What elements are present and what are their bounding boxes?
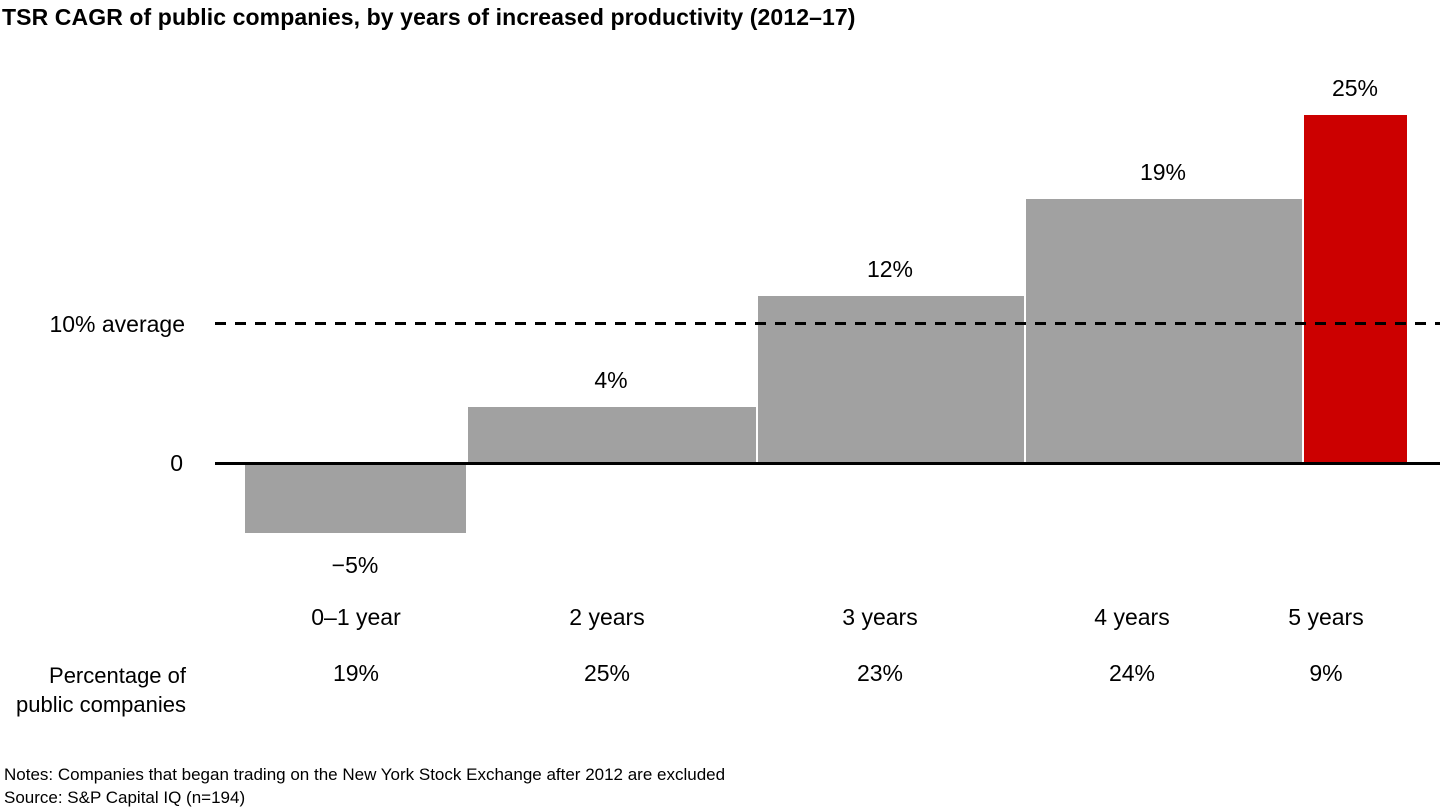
chart-title: TSR CAGR of public companies, by years o… (2, 4, 856, 30)
row-label-line2: public companies (16, 692, 186, 717)
bar-5-years (1304, 115, 1407, 463)
bar-value-label-2-years: 4% (594, 367, 628, 393)
x-axis-label-2-years: 2 years (569, 604, 645, 630)
bar-value-label-3-years: 12% (866, 256, 914, 282)
company-share-value-4-years: 24% (1108, 660, 1156, 686)
company-share-value-2-years: 25% (583, 660, 631, 686)
bar-4-years (1026, 199, 1302, 463)
company-share-value-0-1-year: 19% (332, 660, 380, 686)
average-dashed-line (215, 322, 1440, 325)
company-share-value-5-years: 9% (1309, 660, 1343, 686)
footer: Notes: Companies that began trading on t… (4, 763, 725, 809)
bar-value-label-4-years: 19% (1139, 159, 1187, 185)
x-axis-label-4-years: 4 years (1094, 604, 1170, 630)
x-axis-label-3-years: 3 years (842, 604, 918, 630)
bar-2-years (468, 407, 756, 463)
bar-value-label-5-years: 25% (1331, 75, 1379, 101)
average-line-label: 10% average (49, 311, 185, 337)
zero-axis-line (215, 462, 1440, 465)
row-label-percentage-of-public-companies: Percentage of public companies (0, 661, 186, 719)
notes-text: Notes: Companies that began trading on t… (4, 765, 726, 784)
bar-value-label-0-1-year: −5% (331, 552, 379, 578)
bar-0-1-year (245, 463, 466, 533)
row-label-line1: Percentage of (49, 663, 186, 688)
x-axis-label-5-years: 5 years (1288, 604, 1364, 630)
x-axis-label-0-1-year: 0–1 year (311, 604, 401, 630)
company-share-value-3-years: 23% (856, 660, 904, 686)
zero-tick-label: 0 (170, 450, 183, 476)
source-text: Source: S&P Capital IQ (n=194) (4, 788, 246, 807)
